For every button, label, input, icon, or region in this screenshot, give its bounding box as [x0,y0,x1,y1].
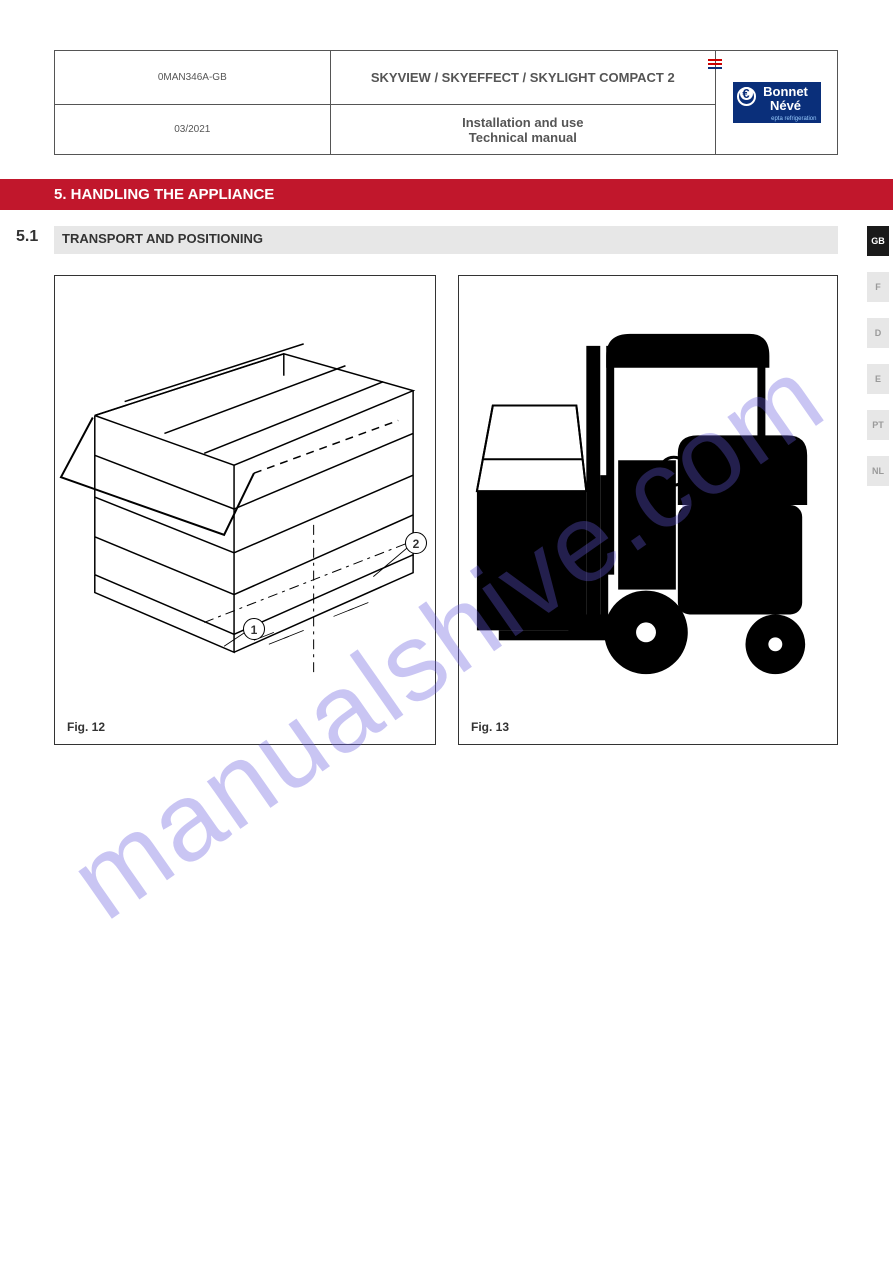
logo-stripes [708,59,722,71]
subtitle-1: Installation and use [462,115,583,130]
callout-2: 2 [405,532,427,554]
lang-tab-pt[interactable]: PT [867,410,889,440]
logo-line2: Névé [770,98,801,113]
section-chapter-band: 5. HANDLING THE APPLIANCE [0,179,893,210]
brand-logo: € Bonnet Névé epta refrigeration [733,82,821,122]
doc-code: 0MAN346A-GB [55,51,331,105]
lang-tab-f[interactable]: F [867,272,889,302]
section-number: 5.1 [16,228,38,246]
doc-date: 03/2021 [55,105,331,155]
figure-a-caption: Fig. 12 [67,720,105,734]
forklift-drawing [459,276,837,744]
logo-subtext: epta refrigeration [733,115,821,123]
section-title: TRANSPORT AND POSITIONING [62,231,263,246]
figure-crate: 2 1 Fig. 12 [54,275,436,745]
lang-tab-d[interactable]: D [867,318,889,348]
figure-b-caption: Fig. 13 [471,720,509,734]
callout-1: 1 [243,618,265,640]
subtitle-2: Technical manual [469,130,577,145]
lang-tab-gb[interactable]: GB [867,226,889,256]
lang-tab-e[interactable]: E [867,364,889,394]
language-tabs: GB F D E PT NL [867,226,889,502]
crate-drawing [55,276,435,744]
lang-tab-nl[interactable]: NL [867,456,889,486]
figure-forklift: Fig. 13 [458,275,838,745]
doc-title: SKYVIEW / SKYEFFECT / SKYLIGHT COMPACT 2 [330,51,715,105]
doc-header-table: 0MAN346A-GB SKYVIEW / SKYEFFECT / SKYLIG… [54,50,838,155]
doc-logo-cell: € Bonnet Névé epta refrigeration [716,51,838,155]
doc-subtitle: Installation and use Technical manual [330,105,715,155]
euro-icon: € [740,87,753,100]
